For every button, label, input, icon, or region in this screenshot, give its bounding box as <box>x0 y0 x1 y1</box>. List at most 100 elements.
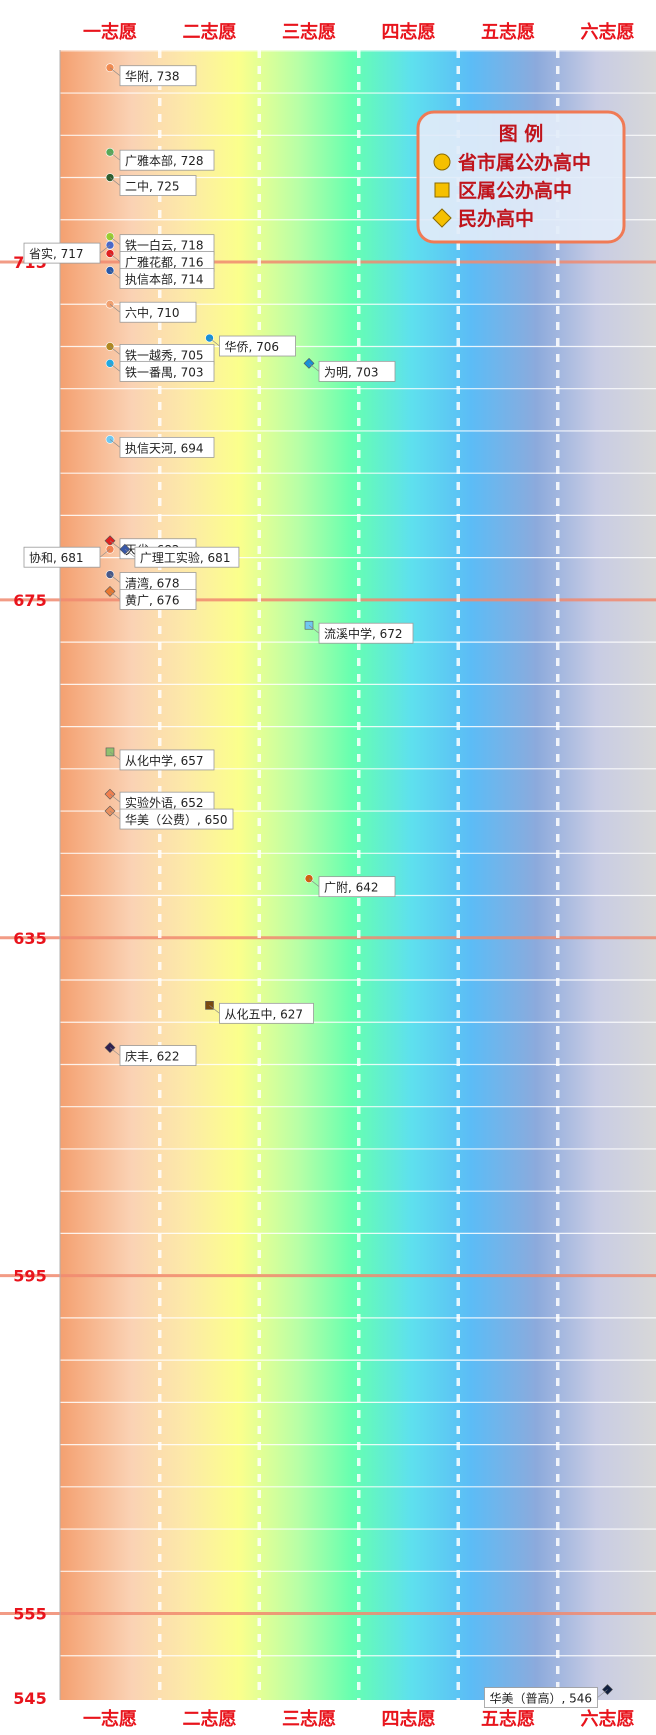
data-label: 执信天河, 694 <box>125 441 204 455</box>
label-leader <box>308 624 320 634</box>
data-label-box <box>119 175 197 196</box>
data-label-box <box>318 622 414 644</box>
label-leader <box>109 236 121 245</box>
data-point: 铁一越秀, 705 <box>105 342 215 365</box>
data-label: 庆丰, 622 <box>125 1050 180 1064</box>
label-leader <box>99 244 111 254</box>
legend-marker <box>434 182 450 198</box>
data-point: 执信本部, 714 <box>105 266 215 289</box>
label-leader <box>109 574 121 583</box>
data-point: 从化五中, 627 <box>205 1001 314 1024</box>
data-label: 协和, 681 <box>29 550 84 565</box>
data-label-box <box>219 1002 314 1024</box>
data-label: 六中, 710 <box>125 305 180 320</box>
data-point: 协和, 681 <box>23 544 115 568</box>
data-label: 铁一番禺, 703 <box>125 365 204 379</box>
data-label-box <box>119 65 197 87</box>
legend-label: 区属公办高中 <box>458 179 572 202</box>
x-tick-label-top: 五志愿 <box>481 21 535 43</box>
data-label: 二中, 725 <box>125 179 180 194</box>
data-point: 广雅花都, 716 <box>105 249 215 272</box>
data-label: 华附, 738 <box>125 70 180 84</box>
data-point: 广理工实验, 681 <box>119 543 240 568</box>
label-leader <box>124 548 136 558</box>
data-label: 从化五中, 627 <box>225 1006 304 1021</box>
data-point: 广雅本部, 728 <box>105 147 215 171</box>
label-leader <box>109 304 121 313</box>
data-label: 铁一越秀, 705 <box>125 348 204 362</box>
x-tick-label-top: 一志愿 <box>83 21 137 43</box>
x-tick-label-bottom: 二志愿 <box>183 1708 237 1730</box>
y-axis-ticks: 545555595635675715 <box>13 253 46 1708</box>
x-axis-bottom: 一志愿 二志愿 三志愿 四志愿 五志愿 六志愿 <box>83 1708 635 1730</box>
data-point: 从化中学, 657 <box>105 747 215 771</box>
label-leader <box>308 878 320 887</box>
label-leader <box>597 1689 608 1698</box>
data-point: 庆丰, 622 <box>104 1042 197 1066</box>
data-label-box <box>23 242 101 264</box>
label-leader <box>308 363 320 372</box>
x-tick-label-top: 三志愿 <box>282 21 336 43</box>
data-label-box <box>119 589 197 610</box>
data-point: 华附, 738 <box>105 63 197 87</box>
label-leader <box>109 793 121 803</box>
legend-frame <box>416 110 626 244</box>
legend-entry: 区属公办高中 <box>434 179 572 202</box>
label-leader <box>109 540 121 549</box>
x-tick-label-bottom: 六志愿 <box>581 1708 635 1730</box>
legend-entry: 省市属公办高中 <box>433 151 591 174</box>
data-point: 清湾, 678 <box>105 570 197 593</box>
data-label-box <box>119 360 215 382</box>
label-leader <box>209 337 220 347</box>
vertical-gridlines <box>158 50 560 1700</box>
data-label-box <box>119 268 215 289</box>
data-label-box <box>23 546 101 568</box>
data-points: 华附, 738 广雅本部, 728 二中, 725 铁一白云, 718 省实, 717 广… <box>23 63 613 1708</box>
label-leader <box>109 177 121 186</box>
data-label: 流溪中学, 672 <box>324 626 403 641</box>
x-tick-label-top: 二志愿 <box>183 21 237 43</box>
label-leader <box>109 67 121 76</box>
label-leader <box>109 151 121 161</box>
label-leader <box>209 1005 220 1014</box>
data-label: 广理工实验, 681 <box>140 550 231 565</box>
label-leader <box>109 439 121 448</box>
label-leader <box>109 346 121 355</box>
data-point: 黄广, 676 <box>104 586 197 610</box>
x-axis-top: 一志愿 二志愿 三志愿 四志愿 五志愿 六志愿 <box>83 21 635 43</box>
data-label-box <box>318 360 396 382</box>
label-leader <box>109 270 121 279</box>
label-leader <box>109 253 121 262</box>
data-point: 华美（公费）, 650 <box>104 805 234 830</box>
legend-label: 省市属公办高中 <box>457 151 591 174</box>
data-point: 实验外语, 652 <box>104 788 215 813</box>
data-label: 清湾, 678 <box>125 576 180 591</box>
data-label-box <box>119 749 215 771</box>
data-label: 为明, 703 <box>324 365 379 379</box>
x-tick-label-bottom: 三志愿 <box>282 1708 336 1730</box>
x-tick-label-bottom: 四志愿 <box>382 1708 436 1730</box>
x-tick-label-bottom: 一志愿 <box>83 1708 137 1730</box>
data-label-box <box>134 546 240 568</box>
legend-marker <box>433 153 451 171</box>
data-point: 铁一番禺, 703 <box>105 359 215 382</box>
data-label: 广附, 642 <box>324 881 379 895</box>
label-leader <box>99 548 111 558</box>
data-point: 广附, 642 <box>304 874 396 898</box>
label-leader <box>109 591 121 600</box>
data-point: 流溪中学, 672 <box>304 620 414 644</box>
data-label: 广雅花都, 716 <box>125 255 204 270</box>
data-label-box <box>119 436 215 458</box>
x-tick-label-bottom: 五志愿 <box>481 1708 535 1730</box>
label-leader <box>109 751 121 761</box>
legend-entry: 民办高中 <box>432 207 534 230</box>
data-point: 执信天河, 694 <box>105 435 215 458</box>
y-tick-label: 545 <box>13 1689 46 1708</box>
data-label: 广雅本部, 728 <box>125 153 204 168</box>
data-label-box <box>484 1687 598 1708</box>
y-tick-label: 555 <box>13 1605 46 1624</box>
data-label-box <box>119 149 215 171</box>
x-tick-label-top: 六志愿 <box>581 21 635 43</box>
